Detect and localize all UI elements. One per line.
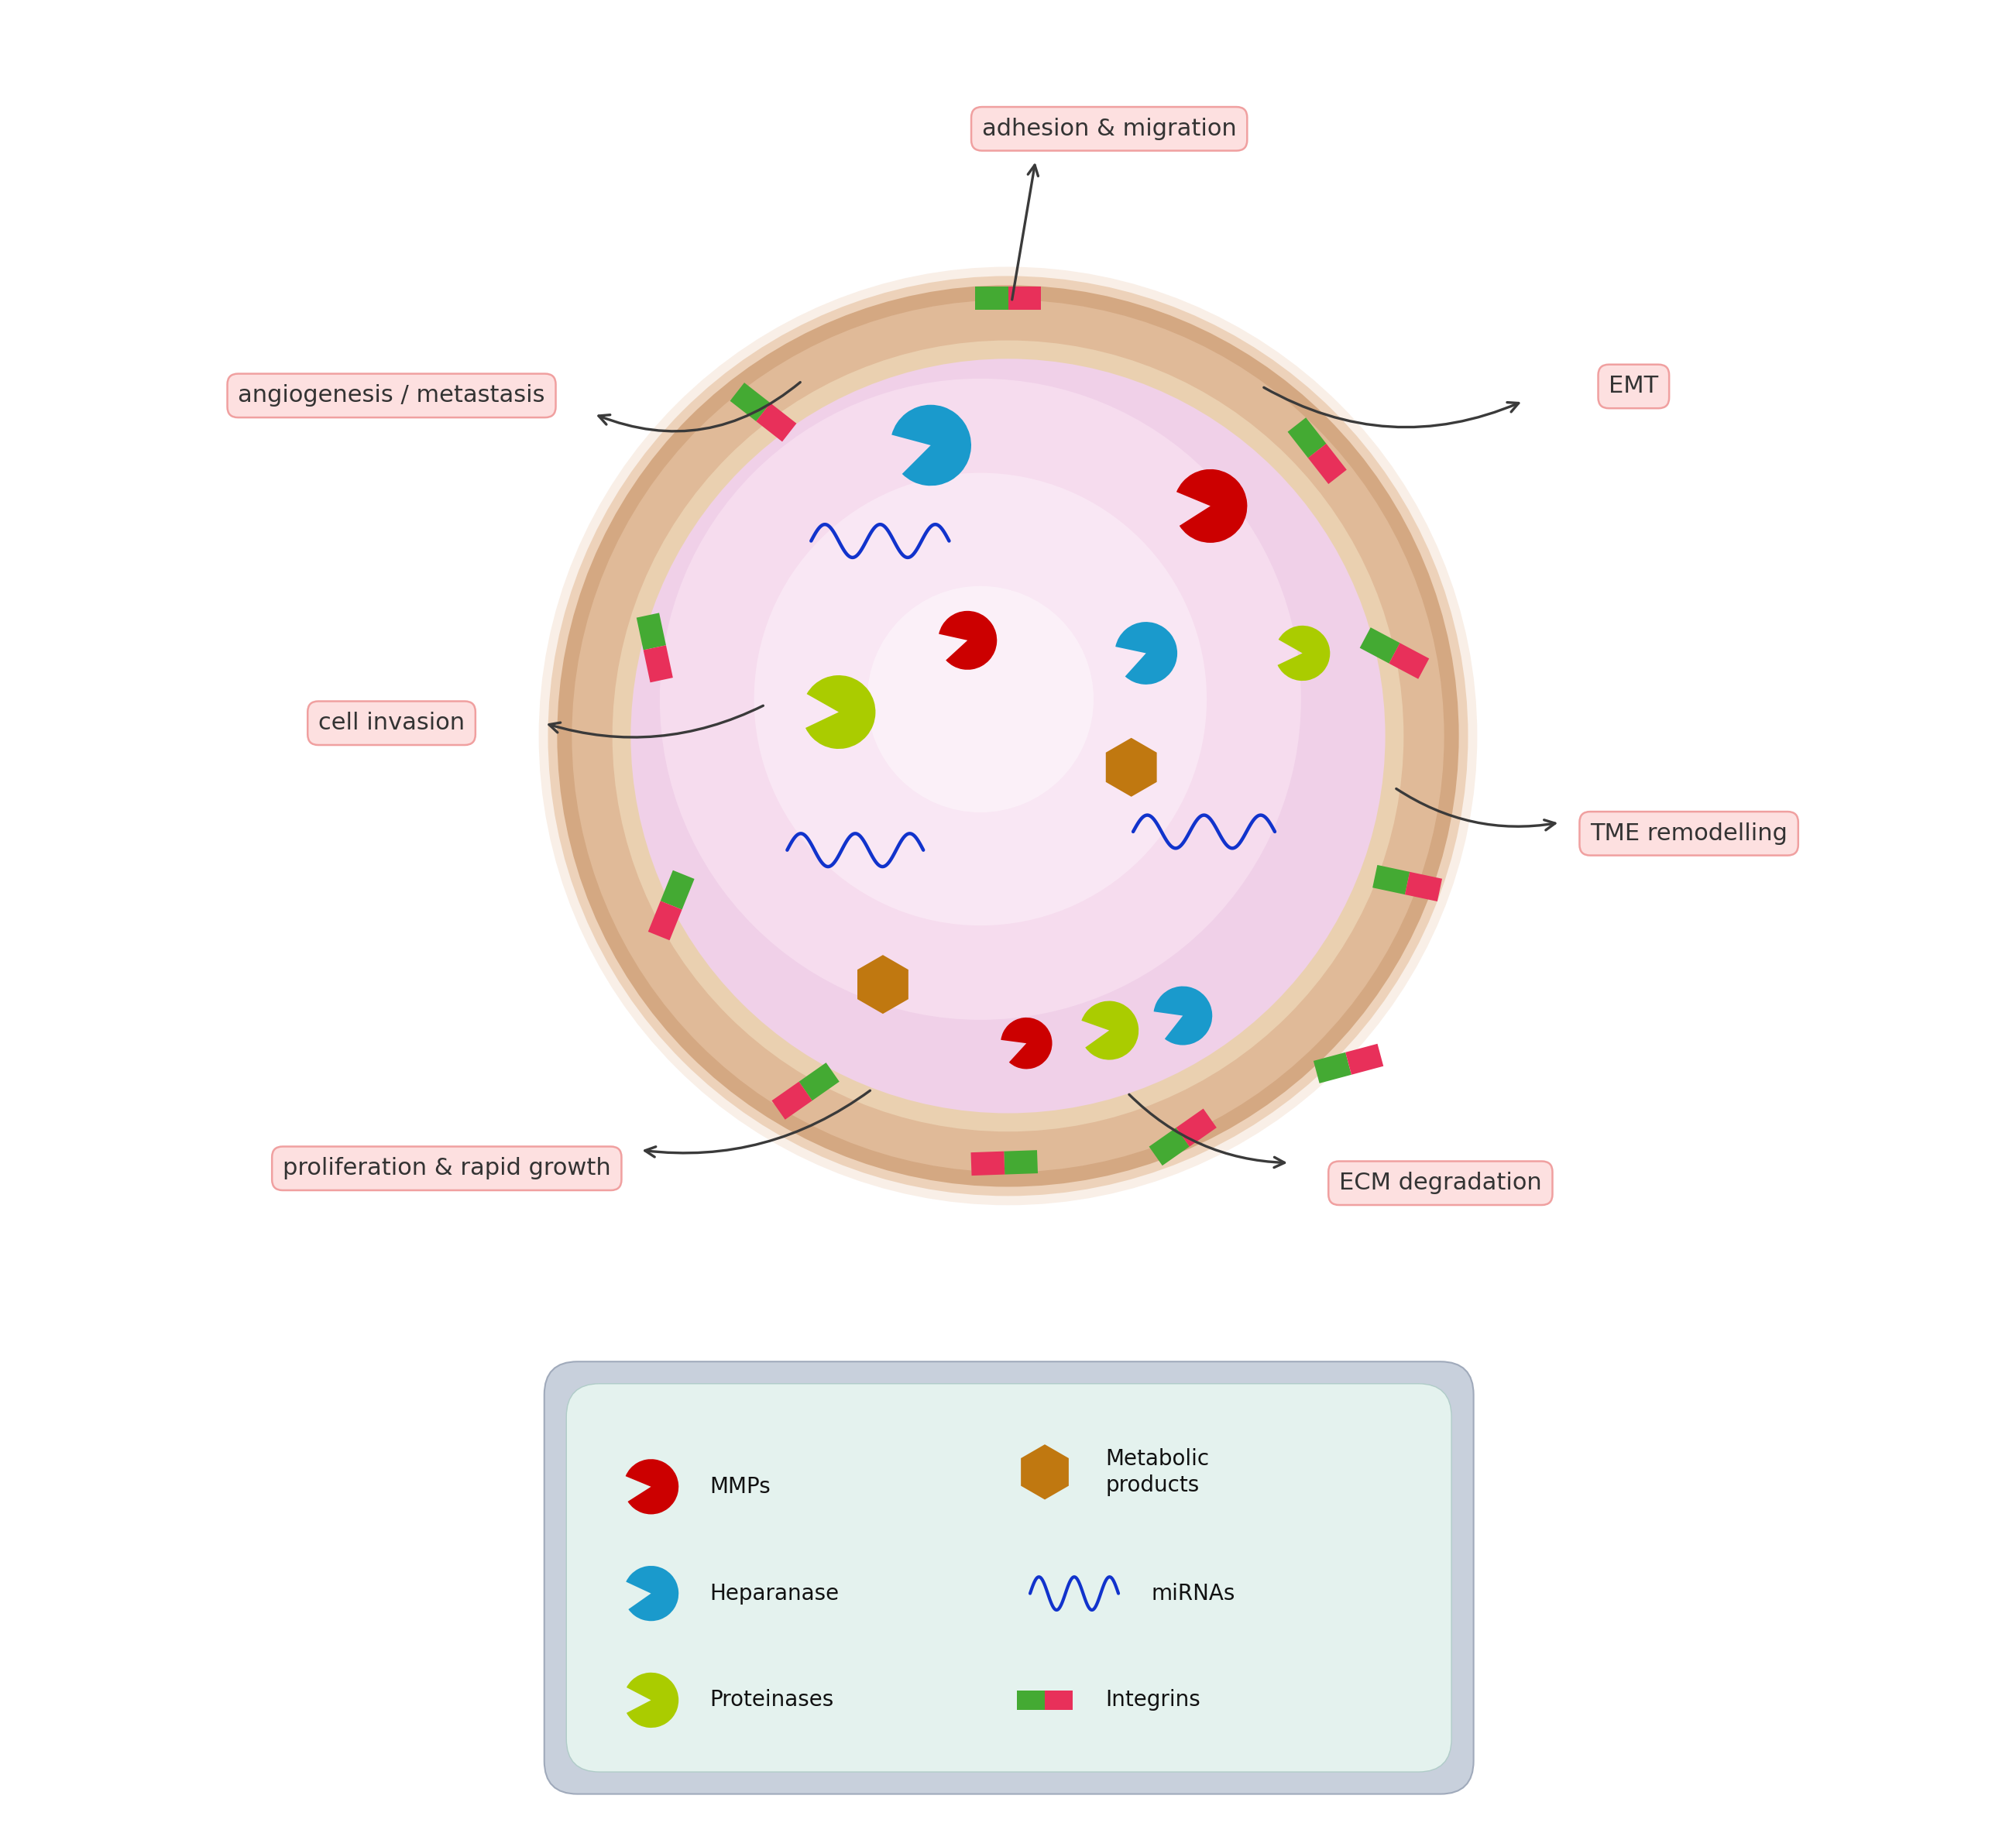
Wedge shape [806,675,875,749]
Wedge shape [1000,1018,1052,1069]
Text: MMPs: MMPs [710,1476,770,1498]
Text: angiogenesis / metastasis: angiogenesis / metastasis [238,385,544,407]
Polygon shape [647,902,681,940]
Polygon shape [1405,872,1441,902]
Wedge shape [1278,626,1331,681]
Circle shape [867,587,1093,813]
Polygon shape [1175,1110,1216,1146]
Text: Metabolic
products: Metabolic products [1105,1448,1210,1496]
Wedge shape [939,611,998,670]
Text: miRNAs: miRNAs [1151,1582,1236,1604]
Circle shape [548,276,1468,1196]
Polygon shape [1288,418,1327,458]
Polygon shape [637,613,665,650]
Text: TME remodelling: TME remodelling [1591,822,1788,845]
Polygon shape [857,955,909,1014]
Text: cell invasion: cell invasion [319,712,466,734]
Circle shape [573,300,1443,1172]
Polygon shape [1359,627,1399,664]
Text: adhesion & migration: adhesion & migration [982,118,1236,140]
Wedge shape [1081,1001,1139,1060]
Circle shape [613,340,1403,1132]
Text: ECM degradation: ECM degradation [1339,1172,1542,1194]
Polygon shape [1314,1052,1351,1084]
FancyBboxPatch shape [544,1362,1474,1794]
Polygon shape [1008,287,1040,309]
Polygon shape [756,403,796,442]
Circle shape [754,473,1208,926]
Text: Heparanase: Heparanase [710,1582,839,1604]
Circle shape [538,267,1478,1205]
Wedge shape [627,1673,679,1728]
Polygon shape [772,1082,812,1119]
Polygon shape [1149,1128,1189,1165]
Text: Integrins: Integrins [1105,1689,1202,1711]
Text: Proteinases: Proteinases [710,1689,835,1711]
Text: proliferation & rapid growth: proliferation & rapid growth [282,1157,611,1179]
Polygon shape [798,1064,839,1100]
Polygon shape [1018,1691,1044,1709]
Wedge shape [1115,622,1177,684]
Text: EMT: EMT [1609,375,1659,397]
FancyBboxPatch shape [566,1384,1452,1772]
Circle shape [556,285,1460,1187]
Circle shape [631,359,1385,1113]
Circle shape [659,379,1300,1019]
Polygon shape [661,870,694,909]
Polygon shape [976,287,1008,309]
Wedge shape [1153,986,1212,1045]
Polygon shape [1004,1150,1038,1174]
Polygon shape [1308,443,1347,484]
Polygon shape [643,646,673,683]
Wedge shape [1177,469,1248,543]
Wedge shape [627,1566,679,1621]
Polygon shape [1373,865,1409,894]
Polygon shape [1107,738,1157,797]
Polygon shape [1389,642,1429,679]
Polygon shape [1044,1691,1073,1709]
Polygon shape [1345,1043,1383,1075]
Polygon shape [730,383,770,421]
Polygon shape [972,1152,1004,1176]
Wedge shape [891,405,972,486]
Wedge shape [625,1459,679,1514]
Polygon shape [1020,1444,1068,1500]
